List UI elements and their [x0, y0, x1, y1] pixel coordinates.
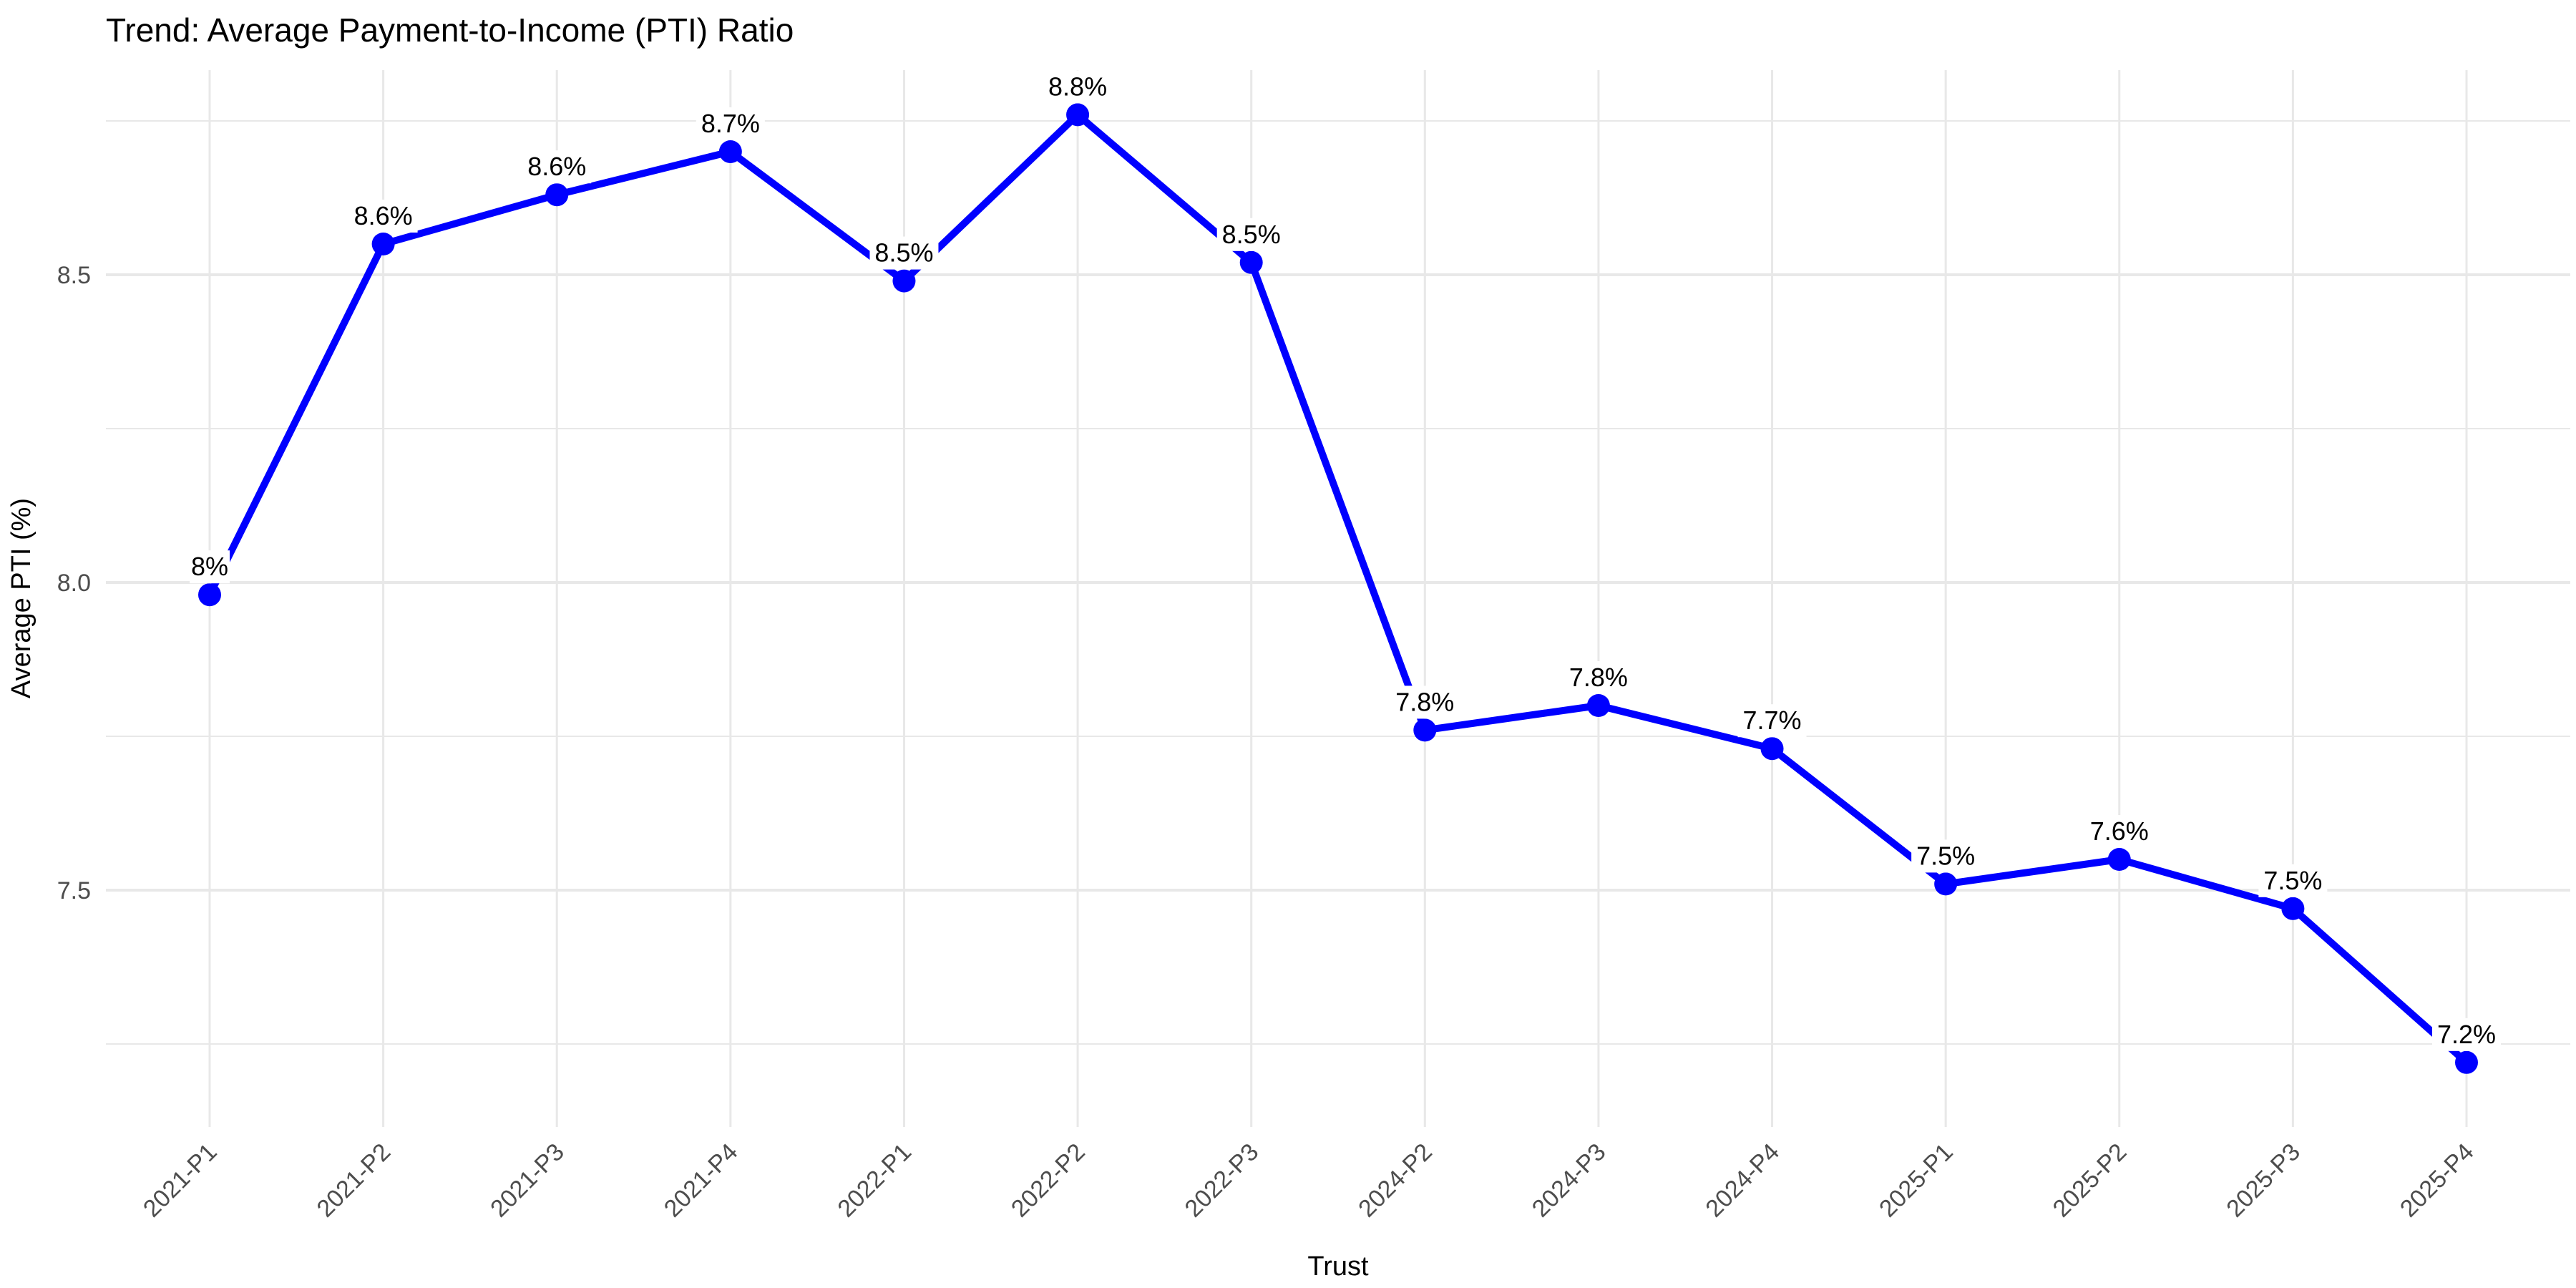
- y-tick-label: 8.5: [57, 262, 91, 289]
- data-label: 7.8%: [1395, 687, 1454, 716]
- x-tick-label: 2025-P1: [1874, 1138, 1958, 1223]
- data-point: [198, 583, 221, 607]
- data-label: 8.8%: [1048, 72, 1107, 101]
- data-label-background: [190, 550, 230, 584]
- x-tick-label: 2025-P4: [2395, 1138, 2479, 1223]
- data-point: [1934, 872, 1958, 896]
- data-point: [1066, 103, 1090, 127]
- data-point: [545, 183, 569, 207]
- data-point: [1760, 737, 1784, 761]
- y-tick-label: 7.5: [57, 877, 91, 904]
- x-tick-label: 2022-P3: [1180, 1138, 1264, 1223]
- data-label-background: [1911, 839, 1981, 873]
- x-tick-label: 2022-P2: [1006, 1138, 1091, 1223]
- x-tick-label: 2021-P4: [659, 1138, 743, 1223]
- data-label: 7.5%: [1916, 841, 1975, 870]
- data-label: 8.7%: [701, 109, 760, 138]
- y-axis-title: Average PTI (%): [6, 498, 36, 698]
- data-points: [198, 103, 2478, 1074]
- data-label: 7.6%: [2090, 816, 2149, 846]
- data-label-background: [522, 150, 592, 184]
- data-label: 8.6%: [354, 201, 413, 230]
- data-label-background: [2258, 864, 2328, 897]
- x-tick-label: 2025-P2: [2048, 1138, 2132, 1223]
- data-label-background: [696, 107, 765, 140]
- x-axis-title: Trust: [1307, 1252, 1369, 1282]
- pti-line-series: [206, 111, 2470, 1066]
- data-label: 8.5%: [1222, 220, 1281, 249]
- data-label-background: [1216, 218, 1286, 251]
- x-tick-label: 2021-P3: [485, 1138, 570, 1223]
- data-point: [2107, 848, 2131, 871]
- x-tick-label: 2022-P1: [832, 1138, 917, 1223]
- data-label-background: [1563, 661, 1633, 694]
- data-label: 8%: [191, 552, 228, 581]
- data-point: [371, 233, 395, 255]
- data-label: 8.6%: [527, 152, 586, 181]
- x-tick-label: 2021-P1: [138, 1138, 223, 1223]
- x-tick-label: 2024-P4: [1700, 1138, 1785, 1223]
- data-label-background: [869, 236, 939, 270]
- chart-title: Trend: Average Payment-to-Income (PTI) R…: [106, 11, 794, 49]
- data-label: 7.8%: [1569, 663, 1628, 692]
- data-point: [2454, 1050, 2478, 1074]
- data-label-background: [1737, 704, 1807, 738]
- minor-gridlines: [106, 120, 2570, 1045]
- data-point-labels: 8% 8.6% 8.6% 8.7% 8.5% 8.8% 8.5% 7.8% 7.8% 7.7% 7.…: [190, 70, 2501, 1051]
- data-point: [1586, 694, 1610, 717]
- data-label: 7.5%: [2263, 866, 2322, 895]
- data-label-background: [348, 200, 418, 233]
- data-point: [892, 269, 916, 293]
- data-point: [2281, 897, 2305, 920]
- data-label: 8.5%: [874, 238, 933, 268]
- x-tick-label: 2024-P2: [1353, 1138, 1438, 1223]
- x-axis-tick-labels: 2021-P1 2021-P2 2021-P3 2021-P4 2022-P1 2022-…: [138, 1138, 2479, 1223]
- data-label-background: [1390, 686, 1460, 719]
- x-tick-label: 2025-P3: [2221, 1138, 2306, 1223]
- data-label-background: [2431, 1018, 2501, 1051]
- major-y-gridlines: [106, 273, 2570, 892]
- x-tick-label: 2021-P2: [312, 1138, 396, 1223]
- major-x-gridlines: [208, 70, 2468, 1127]
- data-label-background: [2084, 815, 2154, 848]
- data-label-background: [1043, 70, 1113, 104]
- x-tick-label: 2024-P3: [1527, 1138, 1611, 1223]
- pti-trend-line: [206, 111, 2470, 1066]
- data-point: [1239, 250, 1263, 274]
- data-point: [718, 140, 742, 163]
- data-label: 7.7%: [1743, 706, 1802, 735]
- y-tick-label: 8.0: [57, 570, 91, 597]
- y-axis-tick-labels: 7.5 8.0 8.5: [57, 262, 91, 904]
- data-label: 7.2%: [2437, 1020, 2496, 1049]
- data-point: [1413, 718, 1437, 742]
